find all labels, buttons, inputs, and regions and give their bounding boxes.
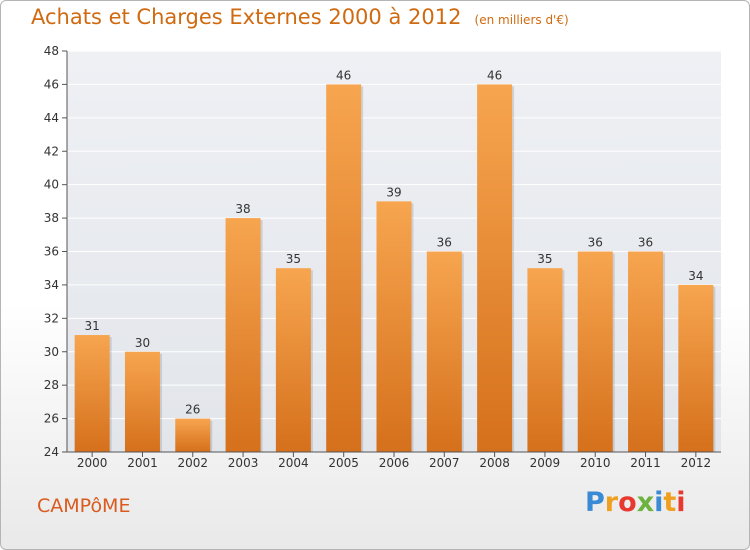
y-tick-label: 38 [44, 211, 59, 225]
bar-2009 [527, 268, 563, 452]
y-tick-label: 36 [44, 245, 59, 259]
bar-2002 [175, 418, 211, 452]
axes: 24 26 28 30 32 34 36 38 40 42 44 46 48 2000 2001 2002 20… [44, 44, 721, 470]
data-label: 39 [386, 185, 401, 199]
y-tick-label: 34 [44, 278, 59, 292]
y-tick-label: 30 [44, 345, 59, 359]
data-label: 35 [537, 252, 552, 266]
y-tick-label: 46 [44, 77, 59, 91]
bar-2012 [678, 284, 714, 452]
bar-2011 [628, 251, 664, 452]
x-tick-label: 2003 [228, 456, 259, 470]
y-tick-label: 40 [44, 178, 59, 192]
x-tick-label: 2004 [278, 456, 309, 470]
data-label: 34 [688, 269, 703, 283]
bar-2001 [124, 351, 160, 452]
data-label: 30 [135, 336, 150, 350]
y-tick-label: 42 [44, 144, 59, 158]
x-tick-label: 2011 [630, 456, 661, 470]
bar-2007 [426, 251, 462, 452]
y-tick-label: 32 [44, 311, 59, 325]
y-tick-label: 48 [44, 44, 59, 58]
commune-name: CAMPôME [37, 495, 131, 517]
x-tick-label: 2005 [328, 456, 359, 470]
x-tick-label: 2007 [429, 456, 460, 470]
x-tick-label: 2000 [77, 456, 108, 470]
data-label: 46 [336, 68, 351, 82]
chart-unit: (en milliers d'€) [474, 13, 569, 27]
bar-2006 [376, 201, 412, 452]
y-tick-label: 24 [44, 445, 59, 459]
data-label: 35 [286, 252, 301, 266]
data-label: 36 [437, 236, 452, 250]
bars: 31 30 26 38 35 46 39 36 46 35 36 36 34 [74, 68, 716, 453]
bar-2000 [74, 335, 110, 452]
proxiti-logo[interactable]: Proxiti [585, 487, 686, 518]
bar-2010 [577, 251, 613, 452]
x-tick-label: 2006 [379, 456, 410, 470]
x-tick-label: 2010 [580, 456, 611, 470]
data-label: 46 [487, 68, 502, 82]
chart-title: Achats et Charges Externes 2000 à 2012 [31, 5, 462, 29]
data-label: 31 [85, 319, 100, 333]
bar-2003 [225, 218, 261, 452]
data-label: 38 [235, 202, 250, 216]
x-tick-label: 2012 [681, 456, 712, 470]
x-tick-label: 2009 [530, 456, 561, 470]
y-tick-label: 28 [44, 378, 59, 392]
data-label: 26 [185, 403, 200, 417]
x-tick-label: 2002 [177, 456, 208, 470]
bar-2005 [326, 84, 362, 453]
y-tick-label: 26 [44, 412, 59, 426]
data-label: 36 [588, 236, 603, 250]
x-tick-label: 2008 [479, 456, 510, 470]
x-tick-label: 2001 [127, 456, 158, 470]
data-label: 36 [638, 236, 653, 250]
bar-2008 [477, 84, 513, 453]
chart-header: Achats et Charges Externes 2000 à 2012 (… [31, 5, 569, 29]
y-tick-label: 44 [44, 111, 59, 125]
bar-2004 [275, 268, 311, 452]
